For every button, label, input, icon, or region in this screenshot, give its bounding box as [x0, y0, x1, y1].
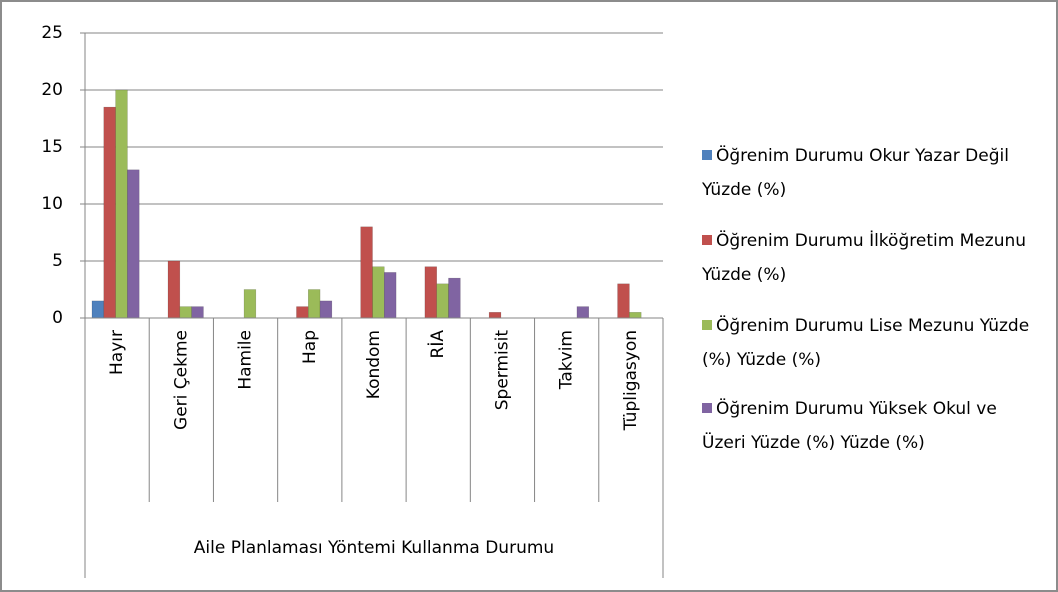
x-tick-label: Hayır [107, 330, 127, 375]
x-tick-label: Kondom [364, 330, 384, 399]
bar [617, 283, 630, 319]
bar [179, 306, 192, 319]
bar [319, 300, 333, 319]
bar [448, 277, 461, 319]
x-tick-label: Hamile [236, 330, 256, 390]
y-tick-label: 25 [41, 23, 63, 43]
x-tick-label: RİA [427, 330, 448, 359]
y-tick-label: 20 [41, 80, 63, 100]
legend-item: Öğrenim Durumu İlköğretim Mezunu Yüzde (… [702, 224, 1042, 292]
x-tick-label: Tüpligasyon [621, 330, 641, 431]
legend-swatch [702, 150, 712, 160]
legend-label: Öğrenim Durumu Lise Mezunu Yüzde (%) Yüz… [702, 316, 1030, 370]
bar [488, 312, 502, 319]
bar [424, 266, 437, 319]
x-tick-label: Spermisit [492, 330, 512, 411]
legend-label: Öğrenim Durumu Yüksek Okul ve Üzeri Yüzd… [702, 399, 997, 453]
bar [308, 289, 321, 319]
legend-label: Öğrenim Durumu İlköğretim Mezunu Yüzde (… [702, 231, 1027, 285]
legend-swatch [702, 320, 712, 330]
legend-item: Öğrenim Durumu Lise Mezunu Yüzde (%) Yüz… [702, 309, 1042, 377]
bar [127, 169, 140, 319]
bar [243, 289, 257, 319]
bar [576, 306, 590, 319]
x-tick-label: Takvim [557, 330, 577, 390]
y-tick-label: 15 [41, 137, 63, 157]
legend-label: Öğrenim Durumu Okur Yazar Değil Yüzde (%… [702, 146, 1009, 200]
y-tick-label: 0 [52, 308, 63, 328]
bar [91, 300, 105, 319]
bar [360, 226, 373, 319]
x-tick-label: Hap [300, 330, 320, 364]
bar [103, 106, 116, 319]
bar [191, 306, 204, 319]
bar [372, 266, 385, 319]
bar [115, 89, 128, 319]
x-tick-label: Geri Çekme [171, 330, 191, 430]
bar [436, 283, 449, 319]
bar [384, 272, 397, 319]
legend-item: Öğrenim Durumu Yüksek Okul ve Üzeri Yüzd… [702, 392, 1042, 460]
legend-swatch [702, 403, 712, 413]
bar [167, 260, 181, 319]
x-axis-title: Aile Planlaması Yöntemi Kullanma Durumu [194, 538, 554, 558]
y-tick-label: 5 [52, 251, 63, 271]
bar [296, 306, 309, 319]
legend-item: Öğrenim Durumu Okur Yazar Değil Yüzde (%… [702, 139, 1042, 207]
bar [629, 312, 642, 319]
y-tick-label: 10 [41, 194, 63, 214]
legend-swatch [702, 235, 712, 245]
